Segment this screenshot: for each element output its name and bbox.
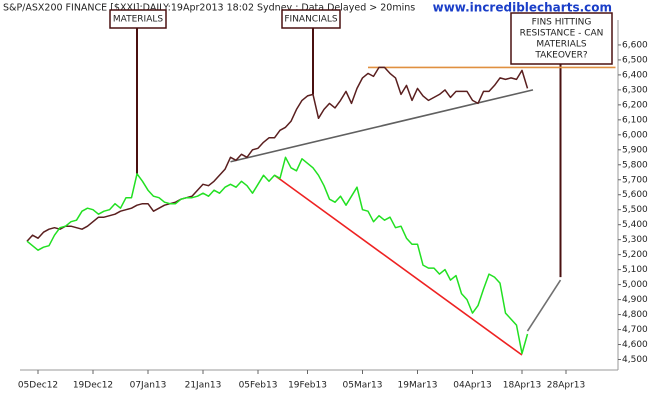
chart-title: S&P/ASX200 FINANCE [$XXJ]:DAILY:19Apr201… [3, 3, 415, 14]
x-tick-label: 21Jan13 [185, 381, 222, 391]
trendline [526, 279, 562, 332]
y-tick-label: 4,600 [622, 340, 648, 350]
x-tick-label: 19Feb13 [288, 381, 327, 391]
annotation-text: MATERIALS [113, 15, 163, 25]
y-tick-label: 4,900 [622, 295, 648, 305]
y-tick-label: 5,300 [622, 235, 648, 245]
annotation-text: FINANCIALS [284, 15, 338, 25]
watermark: www.incrediblecharts.com [433, 1, 612, 15]
y-tick-label: 5,700 [622, 175, 648, 185]
x-tick-label: 04Apr13 [453, 381, 491, 391]
series-line [26, 156, 529, 355]
y-tick-label: 4,800 [622, 310, 648, 320]
y-tick-label: 5,900 [622, 145, 648, 155]
y-tick-label: 4,500 [622, 355, 648, 365]
series-line [26, 66, 529, 242]
annotation-box [281, 9, 341, 29]
x-tick-label: 18Apr13 [503, 381, 541, 391]
annotation-text: TAKEOVER? [534, 51, 588, 61]
trendline [230, 89, 534, 163]
x-tick-label: 05Feb13 [239, 381, 278, 391]
y-tick-label: 6,300 [622, 85, 648, 95]
y-tick-label: 6,400 [622, 70, 648, 80]
y-tick-label: 5,400 [622, 220, 648, 230]
y-tick-label: 5,800 [622, 160, 648, 170]
y-tick-label: 4,700 [622, 325, 648, 335]
y-tick-label: 6,500 [622, 55, 648, 65]
x-tick-label: 19Dec12 [73, 381, 113, 391]
x-tick-label: 19Mar13 [398, 381, 438, 391]
y-tick-label: 6,200 [622, 100, 648, 110]
x-tick-label: 05Dec12 [18, 381, 58, 391]
annotation-text: MATERIALS [536, 40, 586, 50]
y-tick-label: 5,600 [622, 190, 648, 200]
y-tick-label: 6,600 [622, 40, 648, 50]
annotation-box [109, 9, 167, 29]
annotation-text: RESISTANCE - CAN [520, 29, 604, 39]
y-tick-label: 5,200 [622, 250, 648, 260]
annotation-text: FINS HITTING [532, 18, 592, 28]
y-tick-label: 5,500 [622, 205, 648, 215]
annotation-box [510, 12, 613, 65]
y-tick-label: 5,000 [622, 280, 648, 290]
y-tick-label: 5,100 [622, 265, 648, 275]
y-tick-label: 6,100 [622, 115, 648, 125]
y-tick-label: 6,000 [622, 130, 648, 140]
x-tick-label: 05Mar13 [343, 381, 383, 391]
trendline [274, 174, 523, 356]
x-tick-label: 28Apr13 [547, 381, 585, 391]
x-tick-label: 07Jan13 [130, 381, 167, 391]
